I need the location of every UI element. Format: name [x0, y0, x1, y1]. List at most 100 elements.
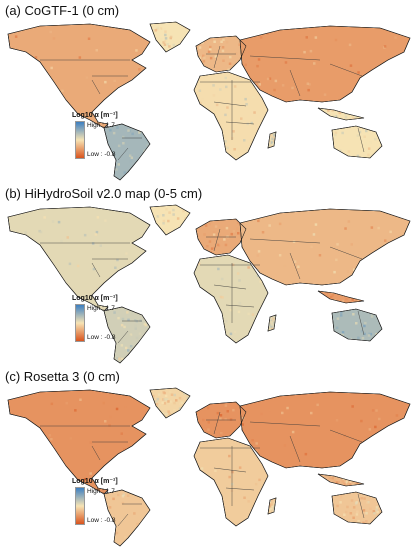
raster-cell — [236, 433, 240, 437]
raster-cell — [212, 94, 216, 97]
raster-cell — [135, 336, 139, 340]
raster-cell — [182, 232, 185, 235]
raster-cell — [126, 494, 130, 497]
raster-cell — [306, 82, 310, 85]
raster-cell — [238, 43, 241, 46]
raster-cell — [120, 432, 123, 435]
raster-cell — [95, 49, 98, 52]
raster-cell — [228, 239, 231, 242]
coastline — [331, 125, 383, 159]
raster-cell — [217, 267, 220, 271]
raster-cell — [172, 234, 176, 237]
raster-cell — [359, 110, 362, 114]
raster-cell — [339, 501, 342, 504]
raster-cell — [132, 153, 136, 156]
raster-cell — [144, 323, 147, 327]
legend: Log10 α [m⁻¹] High : 1.7 Low : -0.8 — [72, 111, 162, 163]
raster-cell — [214, 55, 218, 58]
raster-cell — [162, 214, 165, 217]
raster-cell — [108, 506, 112, 509]
raster-cell — [128, 154, 132, 157]
raster-cell — [198, 331, 201, 335]
raster-cell — [13, 242, 16, 246]
raster-cell — [159, 401, 162, 405]
coastline — [267, 497, 277, 515]
raster-cell — [162, 219, 166, 223]
raster-cell — [261, 126, 264, 130]
raster-cell — [127, 130, 130, 134]
raster-cell — [225, 85, 228, 89]
raster-cell — [116, 126, 119, 129]
raster-cell — [138, 168, 142, 172]
raster-cell — [372, 510, 376, 513]
asia-landmass — [239, 391, 411, 469]
raster-cell — [185, 413, 188, 417]
legend-high-label: High : 1.7 — [87, 122, 115, 129]
raster-cell — [358, 130, 362, 134]
raster-cell — [231, 482, 234, 486]
raster-cell — [336, 243, 339, 246]
raster-cell — [136, 522, 139, 526]
raster-cell — [273, 88, 276, 92]
raster-cell — [276, 500, 279, 503]
raster-cell — [251, 439, 254, 442]
raster-cell — [255, 442, 258, 445]
raster-cell — [198, 222, 201, 225]
raster-cell — [270, 326, 274, 330]
raster-cell — [228, 454, 231, 458]
raster-cell — [275, 137, 279, 140]
coastlines — [7, 387, 411, 547]
raster-cell — [219, 295, 223, 299]
raster-cell — [130, 156, 134, 159]
raster-cell — [352, 516, 355, 519]
raster-cell — [232, 408, 235, 412]
raster-cell — [375, 508, 378, 512]
raster-cell — [346, 270, 349, 273]
panel-title: (a) CoGTF-1 (0 cm) — [5, 3, 120, 18]
raster-cell — [236, 434, 240, 437]
raster-cell — [123, 325, 126, 329]
border-line — [289, 252, 301, 280]
raster-cell — [214, 469, 217, 472]
raster-cell — [329, 295, 333, 299]
raster-cell — [271, 133, 274, 136]
raster-cell — [221, 46, 225, 49]
raster-cell — [275, 509, 279, 513]
raster-cell — [139, 319, 142, 322]
raster-cell — [169, 401, 172, 405]
raster-cell — [368, 332, 371, 336]
raster-cell — [283, 444, 287, 447]
border-line — [117, 330, 129, 344]
raster-cell — [88, 293, 91, 297]
raster-cell — [208, 240, 212, 243]
raster-cell — [354, 115, 357, 118]
raster-cell — [293, 260, 297, 263]
raster-cell — [336, 317, 340, 320]
raster-cell — [39, 230, 43, 234]
raster-cell — [123, 448, 126, 451]
raster-cell — [256, 254, 260, 257]
raster-cell — [140, 149, 144, 152]
raster-cell — [253, 123, 257, 126]
raster-cell — [198, 337, 202, 341]
raster-cell — [350, 243, 353, 246]
raster-cell — [246, 122, 249, 126]
raster-cell — [156, 397, 160, 401]
raster-cell — [283, 264, 287, 267]
raster-cell — [26, 424, 30, 427]
raster-cell — [365, 512, 368, 515]
raster-cell — [126, 311, 129, 314]
border-line — [329, 429, 363, 443]
raster-cell — [370, 315, 374, 318]
raster-cell — [350, 293, 354, 296]
map-panel-rosetta3: (c) Rosetta 3 (0 cm) Log10 α [m⁻¹] High … — [0, 366, 420, 549]
coastline — [317, 473, 365, 487]
raster-cell — [273, 498, 277, 501]
raster-cell — [203, 56, 206, 59]
raster-cell — [340, 291, 343, 294]
raster-cell — [202, 60, 206, 63]
raster-cell — [108, 539, 111, 542]
border-line — [357, 310, 365, 336]
raster-cell — [339, 496, 343, 499]
raster-cell — [212, 233, 216, 236]
